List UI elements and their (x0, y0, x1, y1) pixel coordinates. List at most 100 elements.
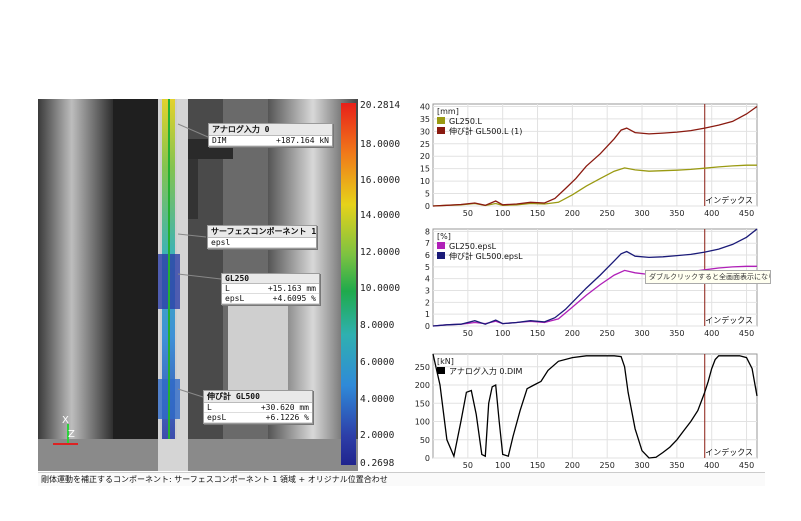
colorbar-label: 16.0000 (360, 175, 401, 186)
y-tick-label: 15 (420, 165, 430, 174)
x-tick-label: 300 (634, 461, 649, 470)
x-axis-label: インデックス (705, 315, 753, 325)
colorbar-label: 14.0000 (360, 210, 401, 221)
y-tick-label: 50 (420, 436, 430, 445)
y-tick-label: 0 (425, 202, 430, 211)
legend-label: GL250.L (449, 117, 482, 126)
axis-x-marker: X (62, 415, 69, 426)
y-tick-label: 1 (425, 310, 430, 319)
gl500-epsl-key: epsL (207, 413, 227, 422)
legend-label: 伸び計 GL500.L (1) (449, 126, 522, 136)
x-tick-label: 250 (600, 209, 615, 218)
surface-row-key: epsl (211, 238, 231, 247)
x-axis-label: インデックス (705, 195, 753, 205)
x-tick-label: 250 (600, 461, 615, 470)
y-tick-label: 250 (415, 363, 430, 372)
gl250-epsl-value: +4.6095 % (272, 294, 316, 303)
x-tick-label: 250 (600, 329, 615, 338)
series-line (432, 105, 758, 207)
y-tick-label: 100 (415, 418, 430, 427)
x-tick-label: 150 (530, 461, 545, 470)
legend-label: GL250.epsL (449, 242, 497, 251)
fullscreen-tooltip: ダブルクリックすると全画面表示になり、Ctrl キ (645, 270, 771, 284)
legend-swatch (437, 252, 445, 259)
x-tick-label: 450 (739, 461, 754, 470)
gl500-title: 伸び計 GL500 (204, 391, 312, 403)
analog-input-title: アナログ入力 0 (209, 124, 332, 136)
colorbar-label: 8.0000 (360, 320, 395, 331)
gl250-row-epsl: epsL +4.6095 % (222, 294, 319, 304)
y-tick-label: 35 (420, 115, 430, 124)
y-tick-label: 7 (425, 239, 430, 248)
x-tick-label: 150 (530, 209, 545, 218)
gl250-l-value: +15.163 mm (267, 284, 316, 293)
camera-image-view[interactable]: X Z アナログ入力 0 DIM +187.164 kN サーフェスコンポーネン… (38, 99, 358, 471)
status-bar: 剛体運動を補正するコンポーネント: サーフェスコンポーネント 1 領域 + オリ… (38, 472, 765, 486)
x-tick-label: 200 (565, 461, 580, 470)
y-tick-label: 20 (420, 152, 430, 161)
x-tick-label: 150 (530, 329, 545, 338)
y-tick-label: 3 (425, 287, 430, 296)
chart-length[interactable]: 50 100 150 200 250 300 350 400 450 0 5 10 15 20 25 30 35… (405, 100, 761, 220)
unit-label: [mm] (437, 107, 459, 116)
gl250-box[interactable]: GL250 L +15.163 mm epsL +4.6095 % (221, 273, 320, 305)
gl250-l-key: L (225, 284, 230, 293)
x-tick-label: 400 (704, 209, 719, 218)
y-tick-label: 30 (420, 127, 430, 136)
gl500-box[interactable]: 伸び計 GL500 L +30.620 mm epsL +6.1226 % (203, 390, 313, 424)
chart-force[interactable]: 50 100 150 200 250 300 350 400 450 0 50 100 150 200 25… (405, 350, 761, 472)
colorbar-label: 6.0000 (360, 357, 395, 368)
gl250-row-l: L +15.163 mm (222, 284, 319, 294)
x-tick-label: 200 (565, 329, 580, 338)
unit-label: [%] (437, 232, 451, 241)
surface-component-box[interactable]: サーフェスコンポーネント 1 epsl (207, 225, 317, 249)
x-tick-label: 450 (739, 209, 754, 218)
x-tick-label: 400 (704, 329, 719, 338)
y-tick-label: 10 (420, 177, 430, 186)
legend-label: 伸び計 GL500.epsL (449, 251, 523, 261)
y-tick-label: 5 (425, 190, 430, 199)
x-tick-label: 100 (495, 461, 510, 470)
x-tick-label: 50 (463, 461, 473, 470)
legend-swatch (437, 242, 445, 249)
x-tick-label: 300 (634, 209, 649, 218)
surface-component-title: サーフェスコンポーネント 1 (208, 226, 316, 238)
gl250-epsl-key: epsL (225, 294, 245, 303)
colorbar-label: 4.0000 (360, 394, 395, 405)
gl250-title: GL250 (222, 274, 319, 284)
chart-length-svg: 50 100 150 200 250 300 350 400 450 0 5 10 15 20 25 30 35… (420, 102, 758, 218)
y-tick-label: 0 (425, 454, 430, 463)
gl500-epsl-value: +6.1226 % (265, 413, 309, 422)
gl500-row-epsl: epsL +6.1226 % (204, 413, 312, 423)
y-tick-label: 40 (420, 102, 430, 111)
x-tick-label: 50 (463, 209, 473, 218)
y-tick-label: 150 (415, 399, 430, 408)
plot-area (432, 103, 758, 207)
x-tick-label: 350 (669, 209, 684, 218)
x-tick-label: 100 (495, 329, 510, 338)
colorbar-label: 18.0000 (360, 139, 401, 150)
colorbar-label: 20.2814 (360, 100, 401, 111)
y-tick-label: 200 (415, 381, 430, 390)
analog-row-key: DIM (212, 136, 227, 145)
surface-row: epsl (208, 238, 316, 248)
legend-swatch (437, 117, 445, 124)
gl500-l-value: +30.620 mm (260, 403, 309, 412)
legend-swatch (437, 127, 445, 134)
x-tick-label: 350 (669, 329, 684, 338)
colorbar-label: 12.0000 (360, 247, 401, 258)
y-tick-label: 0 (425, 322, 430, 331)
y-tick-label: 5 (425, 263, 430, 272)
colorbar-label: 2.0000 (360, 430, 395, 441)
x-tick-label: 300 (634, 329, 649, 338)
y-tick-label: 8 (425, 227, 430, 236)
chart-strain[interactable]: 50 100 150 200 250 300 350 400 450 0 1 2 3 4 5 6 7 8 [%] GL… (405, 225, 761, 340)
legend-swatch (437, 367, 445, 374)
unit-label: [kN] (437, 357, 454, 366)
legend-label: アナログ入力 0.DIM (449, 366, 523, 376)
gl500-l-key: L (207, 403, 212, 412)
analog-input-box[interactable]: アナログ入力 0 DIM +187.164 kN (208, 123, 333, 147)
y-tick-label: 4 (425, 275, 430, 284)
y-tick-label: 25 (420, 140, 430, 149)
analog-row: DIM +187.164 kN (209, 136, 332, 146)
